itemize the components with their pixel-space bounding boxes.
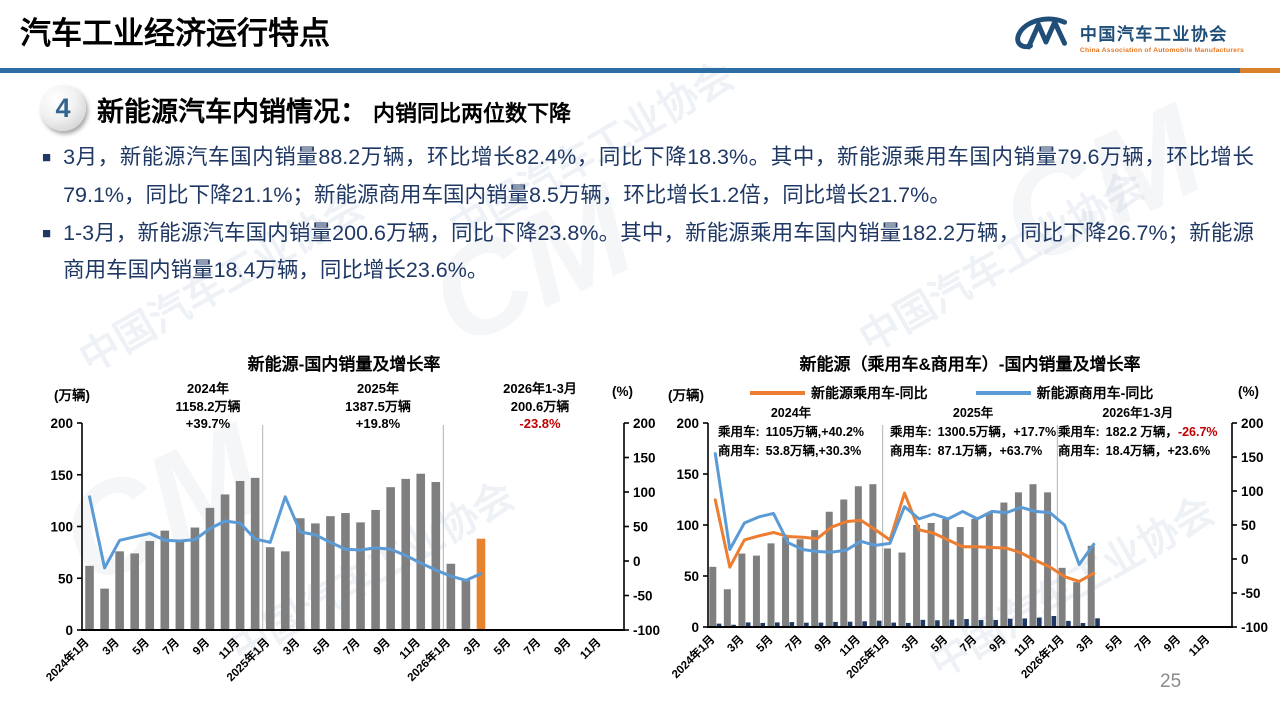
svg-text:3月: 3月 (100, 636, 122, 658)
svg-text:7月: 7月 (1132, 633, 1154, 655)
right-chart-annotation-2024: 2024年 乘用车: 1105万辆,+40.2% 商用车: 53.8万辆,+30.3… (718, 406, 865, 458)
section-heading: 新能源汽车内销情况： 内销同比两位数下降 (97, 90, 571, 129)
bullet-list: ■ 3月，新能源汽车国内销量88.2万辆，环比增长82.4%，同比下降18.3%… (40, 139, 1254, 290)
svg-text:5月: 5月 (491, 636, 513, 658)
svg-text:11月: 11月 (397, 636, 423, 662)
svg-text:5月: 5月 (311, 636, 333, 658)
bullet-text: 1-3月，新能源汽车国内销量200.6万辆，同比下降23.8%。其中，新能源乘用… (63, 220, 1254, 283)
svg-text:11月: 11月 (837, 633, 863, 659)
caam-logo: 中国汽车工业协会 China Association of Automobile… (1010, 12, 1244, 61)
svg-text:7月: 7月 (160, 636, 182, 658)
svg-text:50: 50 (58, 571, 73, 586)
legend-label: 新能源商用车-同比 (1036, 385, 1154, 401)
svg-text:3月: 3月 (461, 636, 483, 658)
logo-name-en: China Association of Automobile Manufact… (1079, 46, 1244, 54)
svg-text:0: 0 (1241, 552, 1249, 567)
svg-text:2024年1月: 2024年1月 (669, 632, 718, 681)
svg-text:3月: 3月 (899, 633, 921, 655)
svg-text:150: 150 (50, 468, 73, 483)
svg-text:50: 50 (1241, 518, 1256, 533)
section-title: 新能源汽车内销情况： (97, 97, 367, 127)
left-chart-unit-left: (万辆) (54, 388, 90, 403)
svg-text:7月: 7月 (958, 633, 980, 655)
svg-text:7月: 7月 (341, 636, 363, 658)
svg-text:200: 200 (676, 416, 699, 431)
svg-text:5月: 5月 (130, 636, 152, 658)
svg-text:5月: 5月 (1103, 633, 1125, 655)
right-chart-legend: 新能源乘用车-同比 新能源商用车-同比 (750, 383, 1153, 403)
svg-text:150: 150 (676, 467, 699, 482)
legend-item-passenger: 新能源乘用车-同比 (750, 383, 928, 403)
right-chart-title: 新能源（乘用车&商用车）-国内销量及增长率 (799, 355, 1141, 374)
svg-text:50: 50 (633, 520, 648, 535)
svg-text:150: 150 (633, 451, 656, 466)
svg-text:0: 0 (691, 620, 699, 635)
svg-text:9月: 9月 (812, 633, 834, 655)
svg-text:11月: 11月 (216, 636, 242, 662)
right-chart-unit-right: (%) (1238, 384, 1259, 399)
right-chart-annotation-2025: 2025年 乘用车: 1300.5万辆，+17.7% 商用车: 87.1万辆，+63… (890, 406, 1057, 458)
bullet-square-icon: ■ (42, 149, 52, 166)
svg-text:11月: 11月 (1186, 633, 1212, 659)
svg-text:200: 200 (633, 416, 656, 431)
svg-text:50: 50 (684, 569, 699, 584)
svg-text:100: 100 (50, 520, 73, 535)
commercial-line-swatch-icon (975, 391, 1031, 395)
svg-text:2024年1月: 2024年1月 (43, 635, 92, 684)
legend-item-commercial: 新能源商用车-同比 (975, 383, 1154, 403)
title-divider-accent (1240, 68, 1280, 73)
left-chart-annotation-2025: 2025年 1387.5万辆 +19.8% (345, 381, 411, 432)
left-chart-annotation-2026: 2026年1-3月 200.6万辆 -23.8% (503, 381, 577, 432)
section-number-badge: 4 (40, 85, 86, 131)
nev-total-sales-chart: 新能源-国内销量及增长率 (万辆) (%) 200 150 100 50 0 200 150… (28, 348, 660, 716)
bullet-square-icon: ■ (42, 224, 52, 242)
svg-text:100: 100 (633, 485, 656, 500)
svg-text:150: 150 (1241, 450, 1264, 465)
svg-text:7月: 7月 (783, 633, 805, 655)
svg-text:3月: 3月 (281, 636, 303, 658)
svg-text:200: 200 (1241, 416, 1264, 431)
bullet-item: ■ 3月，新能源汽车国内销量88.2万辆，环比增长82.4%，同比下降18.3%… (40, 139, 1254, 215)
legend-label: 新能源乘用车-同比 (811, 385, 928, 401)
svg-text:0: 0 (633, 554, 641, 569)
svg-text:-100: -100 (633, 623, 660, 638)
logo-name-cn: 中国汽车工业协会 (1079, 24, 1228, 44)
svg-text:11月: 11月 (578, 636, 604, 662)
right-chart-unit-left: (万辆) (668, 388, 704, 403)
svg-text:11月: 11月 (1012, 633, 1038, 659)
svg-text:-100: -100 (1241, 620, 1268, 635)
section-subtitle: 内销同比两位数下降 (373, 101, 572, 126)
svg-text:9月: 9月 (987, 633, 1009, 655)
svg-text:0: 0 (65, 623, 73, 638)
svg-text:100: 100 (676, 518, 699, 533)
svg-text:-50: -50 (633, 589, 653, 604)
right-chart-canvas: 200 150 100 50 0 200 150 100 50 0 -50 -100 2024年1月 3月… (669, 416, 1268, 681)
svg-text:3月: 3月 (1074, 633, 1096, 655)
svg-text:3月: 3月 (725, 633, 747, 655)
svg-text:200: 200 (50, 416, 73, 431)
caam-logo-mark-icon (1010, 12, 1072, 61)
svg-text:5月: 5月 (754, 633, 776, 655)
svg-text:100: 100 (1241, 484, 1264, 499)
left-chart-unit-right: (%) (612, 384, 633, 399)
svg-text:9月: 9月 (552, 636, 574, 658)
passenger-line-swatch-icon (750, 391, 805, 395)
svg-text:5月: 5月 (928, 633, 950, 655)
bullet-item: ■ 1-3月，新能源汽车国内销量200.6万辆，同比下降23.8%。其中，新能源… (40, 215, 1254, 291)
right-chart-annotation-2026: 2026年1-3月 乘用车: 182.2 万辆，-26.7% 商用车: 18.4万辆… (1058, 406, 1218, 458)
svg-text:9月: 9月 (190, 636, 212, 658)
svg-text:9月: 9月 (371, 636, 393, 658)
left-chart-canvas: 200 150 100 50 0 200 150 100 50 0 -50 -100 2024年1月 3月… (43, 416, 660, 684)
bullet-text: 3月，新能源汽车国内销量88.2万辆，环比增长82.4%，同比下降18.3%。其… (63, 145, 1254, 207)
nev-pv-cv-sales-chart: 新能源（乘用车&商用车）-国内销量及增长率 (万辆) (%) 新能源乘用车-同比… (662, 348, 1278, 716)
svg-text:-50: -50 (1241, 586, 1261, 601)
left-chart-annotation-2024: 2024年 1158.2万辆 +39.7% (175, 381, 241, 432)
left-chart-title: 新能源-国内销量及增长率 (247, 355, 441, 374)
page-number: 25 (1160, 671, 1182, 692)
svg-text:7月: 7月 (521, 636, 543, 658)
title-divider (0, 68, 1280, 73)
svg-text:9月: 9月 (1161, 633, 1183, 655)
page-title: 汽车工业经济运行特点 (20, 16, 330, 51)
